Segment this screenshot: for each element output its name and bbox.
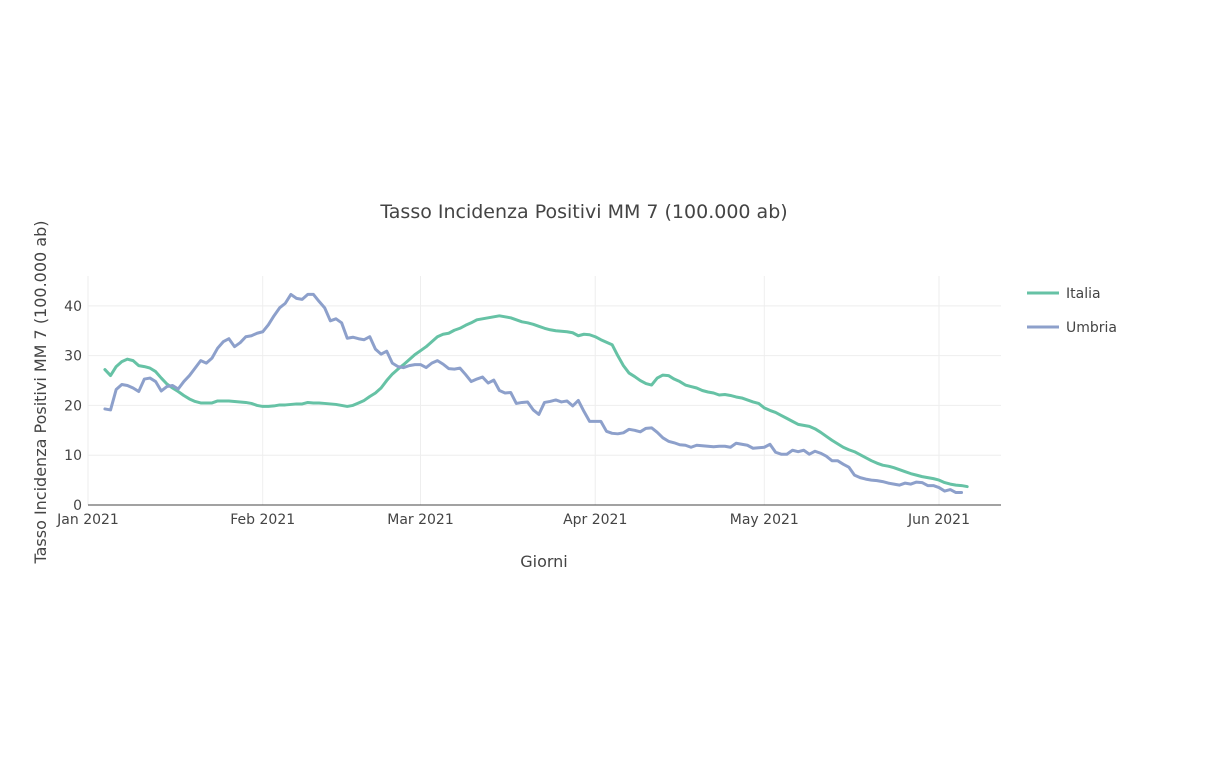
chart-title: Tasso Incidenza Positivi MM 7 (100.000 a… — [379, 201, 787, 223]
y-tick-label: 40 — [64, 299, 82, 315]
series-line-italia — [103, 314, 969, 489]
y-tick-label: 10 — [64, 448, 82, 464]
y-axis-ticks: 0 10 20 30 40 — [64, 299, 82, 514]
x-axis-ticks: Jan 2021 Feb 2021 Mar 2021 Apr 2021 May 2021… — [56, 512, 970, 528]
x-tick-label: Jun 2021 — [907, 512, 970, 528]
gridlines — [87, 276, 1001, 505]
x-tick-label: Feb 2021 — [230, 512, 295, 528]
y-tick-label: 0 — [73, 498, 82, 514]
x-tick-label: Mar 2021 — [387, 512, 454, 528]
series-lines — [103, 292, 969, 495]
legend-label-umbria: Umbria — [1066, 320, 1117, 336]
legend: Italia Umbria — [1027, 286, 1117, 336]
x-axis-title: Giorni — [520, 552, 568, 571]
x-tick-label: Jan 2021 — [56, 512, 119, 528]
y-axis-title: Tasso Incidenza Positivi MM 7 (100.000 a… — [31, 220, 50, 564]
x-tick-label: Apr 2021 — [563, 512, 627, 528]
legend-label-italia: Italia — [1066, 286, 1101, 302]
y-tick-label: 30 — [64, 349, 82, 365]
x-tick-label: May 2021 — [730, 512, 799, 528]
y-tick-label: 20 — [64, 398, 82, 414]
series-line-umbria — [103, 292, 964, 495]
